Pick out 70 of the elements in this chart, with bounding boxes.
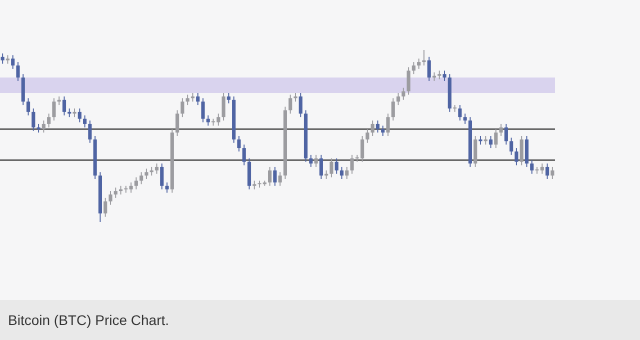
- candlestick: [412, 62, 416, 75]
- candlestick: [319, 154, 323, 180]
- candlestick: [442, 70, 446, 82]
- candlestick: [510, 137, 514, 156]
- candlestick: [463, 113, 467, 124]
- candlestick: [406, 66, 410, 96]
- candlestick: [201, 98, 205, 123]
- candlestick: [386, 113, 390, 136]
- candlestick: [550, 166, 554, 180]
- candlestick: [62, 96, 66, 116]
- candlestick: [144, 168, 148, 180]
- candlestick: [396, 92, 400, 106]
- candlestick: [381, 125, 385, 136]
- candlestick: [520, 136, 524, 166]
- candlestick: [222, 92, 226, 122]
- candlestick: [186, 94, 190, 106]
- candlestick: [11, 54, 15, 70]
- candlestick: [334, 158, 338, 174]
- candlestick: [402, 87, 406, 100]
- candlestick: [427, 56, 431, 82]
- candlestick: [47, 113, 51, 128]
- candlestick: [376, 120, 380, 134]
- candlestick: [340, 166, 344, 180]
- candlestick: [165, 182, 169, 194]
- candlestick: [114, 187, 118, 198]
- candlestick: [298, 92, 302, 118]
- candlestick: [226, 92, 230, 104]
- candlestick: [494, 128, 498, 149]
- candlestick: [370, 120, 374, 136]
- candlestick: [530, 160, 534, 174]
- candlestick: [237, 136, 241, 152]
- text: Bitcoin (BTC) Price Chart.: [0, 300, 640, 340]
- candlestick: [488, 136, 493, 149]
- candlestick: [273, 166, 277, 186]
- candlestick: [458, 104, 462, 122]
- candlestick: [288, 94, 292, 114]
- candlestick: [422, 50, 426, 66]
- candlestick: [78, 108, 82, 123]
- candlestick: [330, 158, 334, 178]
- candlestick: [16, 62, 20, 82]
- candlestick: [26, 98, 30, 116]
- candlestick: [278, 172, 282, 186]
- candlestick: [160, 163, 164, 190]
- candlestick: [417, 58, 421, 70]
- candlestick: [345, 166, 349, 180]
- candlestick: [88, 120, 92, 144]
- candlestick: [0, 52, 4, 64]
- candlestick: [175, 110, 180, 136]
- candlestick: [504, 123, 508, 146]
- candlestick: [134, 176, 138, 190]
- candlestick: [180, 98, 184, 118]
- candlestick: [242, 144, 246, 166]
- candlestick: [545, 163, 550, 180]
- candlestick: [104, 197, 108, 218]
- candlestick: [140, 172, 144, 185]
- candlestick: [32, 108, 36, 132]
- candlestick: [154, 163, 159, 174]
- candlestick: [268, 166, 272, 186]
- candlestick: [350, 154, 354, 174]
- candlestick: [196, 92, 200, 106]
- candlestick: [499, 123, 503, 136]
- candlestick: [314, 154, 318, 168]
- candlestick: [366, 128, 370, 144]
- candlestick: [514, 148, 518, 166]
- candlestick: [42, 120, 46, 134]
- candlestick: [82, 114, 87, 128]
- candlestick: [391, 98, 395, 122]
- candlestick: [52, 98, 56, 122]
- candlestick: [108, 190, 112, 206]
- candlestick: [309, 154, 313, 168]
